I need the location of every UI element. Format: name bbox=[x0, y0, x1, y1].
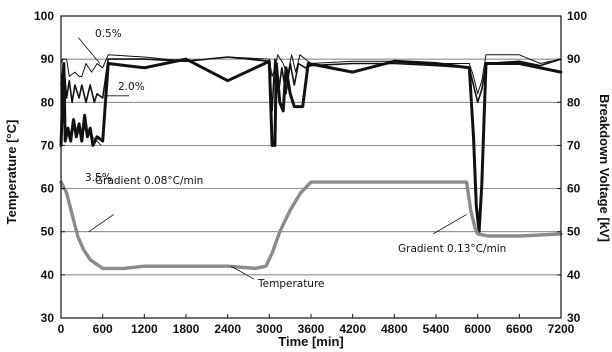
annotation-label: 3.5% bbox=[85, 172, 112, 184]
y-tick-label-right: 90 bbox=[567, 52, 581, 66]
annotation-label: 0.5% bbox=[95, 28, 122, 40]
y-tick-label-left: 70 bbox=[41, 138, 55, 152]
annotation-leader bbox=[83, 127, 102, 146]
y-tick-label-right: 70 bbox=[567, 138, 581, 152]
y-axis-left-title: Temperature [°C] bbox=[4, 120, 19, 225]
x-axis-title: Time [min] bbox=[278, 334, 344, 349]
y-tick-label-right: 50 bbox=[567, 225, 581, 239]
series-line-2-0- bbox=[60, 56, 562, 112]
y-tick-label-left: 50 bbox=[41, 225, 55, 239]
y-tick-label-left: 90 bbox=[41, 52, 55, 66]
annotation-leader bbox=[433, 214, 467, 235]
annotation-label: Gradient 0.08°C/min bbox=[95, 175, 203, 187]
y-tick-label-left: 40 bbox=[41, 268, 55, 282]
x-tick-label: 2400 bbox=[214, 322, 241, 336]
x-tick-label: 1800 bbox=[173, 322, 200, 336]
y-tick-label-right: 80 bbox=[567, 95, 581, 109]
x-tick-label: 0 bbox=[58, 322, 65, 336]
y-tick-label-right: 100 bbox=[567, 9, 587, 23]
annotation-label: 2.0% bbox=[118, 81, 145, 93]
y-tick-label-right: 30 bbox=[567, 311, 581, 325]
x-tick-label: 4200 bbox=[339, 322, 366, 336]
x-tick-label: 600 bbox=[93, 322, 113, 336]
y-tick-label-left: 80 bbox=[41, 95, 55, 109]
plot-frame bbox=[60, 15, 562, 319]
series-line-3-5- bbox=[59, 57, 563, 234]
x-tick-label: 6600 bbox=[506, 322, 533, 336]
annotation-leader bbox=[88, 214, 115, 233]
annotation-label: Gradient 0.13°C/min bbox=[398, 243, 506, 255]
y-tick-label-left: 60 bbox=[41, 182, 55, 196]
annotation-leader bbox=[78, 37, 101, 64]
x-tick-label: 3000 bbox=[256, 322, 283, 336]
y-axis-right-title: Breakdown Voltage [kV] bbox=[597, 94, 612, 242]
series-line-temperature bbox=[59, 180, 563, 271]
x-tick-label: 4800 bbox=[381, 322, 408, 336]
x-tick-label: 7200 bbox=[548, 322, 575, 336]
y-tick-label-left: 100 bbox=[34, 9, 54, 23]
annotations-group: 0.5% 2.0% 3.5%Gradient 0.08°C/min Temperatu… bbox=[78, 28, 506, 290]
y-tick-label-right: 60 bbox=[567, 182, 581, 196]
x-tick-label: 5400 bbox=[423, 322, 450, 336]
ticks-group: 0 600 1200 1800 2400 3000 3600 4200 4800 5400 6000… bbox=[34, 9, 587, 336]
series-group bbox=[59, 54, 563, 271]
x-tick-label: 6000 bbox=[464, 322, 491, 336]
y-tick-label-left: 30 bbox=[41, 311, 55, 325]
x-tick-label: 3600 bbox=[298, 322, 325, 336]
annotation-leader bbox=[230, 265, 255, 280]
series-line-0-5- bbox=[60, 54, 562, 95]
x-tick-label: 1200 bbox=[131, 322, 158, 336]
annotation-label: Temperature bbox=[257, 278, 325, 290]
y-tick-label-right: 40 bbox=[567, 268, 581, 282]
